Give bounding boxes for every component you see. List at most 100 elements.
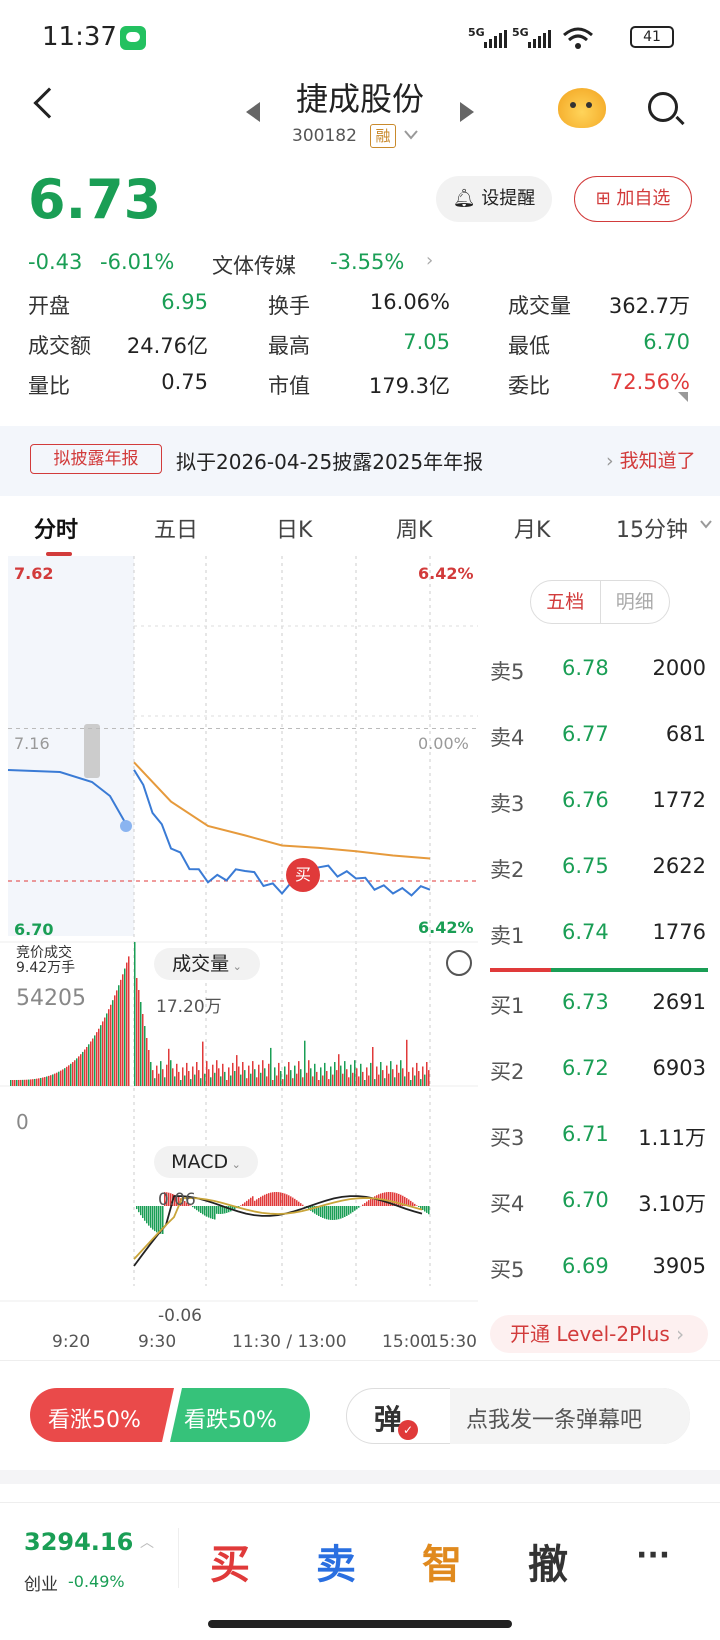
- volume-bar: [228, 1067, 230, 1086]
- sector-pct[interactable]: -3.55%: [330, 250, 405, 274]
- macd-bar: [336, 1206, 338, 1220]
- volume-bar: [312, 1076, 314, 1086]
- macd-bar: [262, 1195, 264, 1206]
- volume-selector[interactable]: 成交量 ⌄: [154, 948, 260, 980]
- expand-corner-icon[interactable]: [678, 392, 688, 402]
- auction-area: [8, 556, 134, 936]
- mascot-icon[interactable]: [558, 88, 606, 128]
- auction-volume-bar: [74, 1060, 76, 1086]
- tab-details[interactable]: 明细: [599, 581, 670, 623]
- average-price-line: [133, 761, 431, 860]
- chevron-up-icon[interactable]: ︿: [140, 1535, 154, 1551]
- macd-bar: [316, 1206, 318, 1215]
- danmu-placeholder[interactable]: 点我发一条弹幕吧: [466, 1408, 643, 1433]
- danmu-icon[interactable]: 弹: [374, 1403, 403, 1436]
- collapse-auction-handle[interactable]: [84, 724, 100, 778]
- orderbook-bids-price[interactable]: 6.69: [562, 1254, 609, 1278]
- macd-bar: [418, 1206, 420, 1207]
- next-stock-icon[interactable]: [460, 102, 474, 122]
- volume-bar: [302, 1077, 304, 1086]
- volume-bar: [232, 1062, 234, 1086]
- auction-volume-bar: [108, 1009, 110, 1086]
- bullish-segment[interactable]: [30, 1388, 174, 1442]
- search-icon[interactable]: [648, 92, 678, 122]
- volume-bar: [288, 1062, 290, 1086]
- orderbook-bids-price[interactable]: 6.70: [562, 1188, 609, 1212]
- bearish-label[interactable]: 看跌50%: [184, 1408, 277, 1433]
- bearish-segment[interactable]: [170, 1388, 310, 1442]
- volume-bar: [188, 1071, 190, 1086]
- macd-bar: [250, 1197, 252, 1206]
- orderbook-asks-price[interactable]: 6.77: [562, 722, 609, 746]
- orderbook-asks-price[interactable]: 6.75: [562, 854, 609, 878]
- volume-bar: [184, 1075, 186, 1086]
- settings-icon[interactable]: [446, 950, 472, 976]
- index-pct: -0.49%: [68, 1572, 125, 1591]
- macd-axis-top: 0.06: [158, 1190, 196, 1210]
- signal-icon: [484, 30, 507, 48]
- buy-marker[interactable]: 买: [286, 858, 320, 892]
- volume-bar: [214, 1072, 216, 1086]
- volume-bar: [414, 1075, 416, 1086]
- sector-name[interactable]: 文体传媒: [212, 254, 296, 278]
- level2-upgrade-button[interactable]: 开通 Level-2Plus ›: [490, 1315, 708, 1353]
- orderbook-bids-price[interactable]: 6.73: [562, 990, 609, 1014]
- add-watchlist-button[interactable]: ⊞ 加自选: [574, 176, 692, 222]
- volume-bar: [292, 1078, 294, 1086]
- macd-selector[interactable]: MACD ⌄: [154, 1146, 258, 1178]
- macd-bar: [226, 1206, 228, 1213]
- orderbook-bids-price[interactable]: 6.71: [562, 1122, 609, 1146]
- stat-value: 179.3亿: [368, 374, 450, 398]
- macd-bar: [170, 1193, 172, 1206]
- chevron-right-icon[interactable]: ›: [426, 250, 434, 271]
- tab-0[interactable]: 分时: [34, 518, 79, 543]
- orderbook-asks-price[interactable]: 6.76: [562, 788, 609, 812]
- tab-2[interactable]: 日K: [276, 518, 313, 543]
- auction-volume-bar: [14, 1079, 16, 1086]
- tab-4[interactable]: 月K: [514, 518, 551, 543]
- time-tick: 11:30 / 13:00: [232, 1332, 347, 1352]
- bullish-label[interactable]: 看涨50%: [48, 1408, 141, 1433]
- orderbook-bids-qty: 3.10万: [638, 1192, 706, 1216]
- orderbook-asks-qty: 681: [665, 722, 706, 746]
- macd-bar: [198, 1206, 200, 1212]
- orderbook-bids-qty: 3905: [652, 1254, 706, 1278]
- auction-volume-bar: [36, 1078, 38, 1086]
- more-button[interactable]: ···: [636, 1538, 671, 1573]
- buy-button[interactable]: 买: [210, 1542, 250, 1588]
- set-reminder-button[interactable]: 🔔︎ 设提醒: [436, 176, 552, 222]
- macd-bar: [200, 1206, 202, 1214]
- notice-bar: [0, 426, 720, 496]
- prev-stock-icon[interactable]: [246, 102, 260, 122]
- volume-tab-label: 成交量: [172, 953, 230, 975]
- volume-bar: [400, 1060, 402, 1086]
- orderbook-asks-label: 卖3: [490, 792, 525, 816]
- chevron-down-icon[interactable]: [404, 130, 418, 140]
- macd-bar: [350, 1206, 352, 1214]
- smart-button[interactable]: 智: [422, 1542, 462, 1588]
- tab-1[interactable]: 五日: [154, 518, 199, 543]
- chevron-down-icon[interactable]: [700, 520, 712, 529]
- stat-value: 6.70: [643, 330, 690, 354]
- orderbook-asks-price[interactable]: 6.78: [562, 656, 609, 680]
- dismiss-notice-button[interactable]: › 我知道了: [606, 446, 696, 473]
- margin-badge: 融: [370, 124, 396, 148]
- intraday-chart[interactable]: [0, 556, 478, 1346]
- tab-5[interactable]: 15分钟: [616, 518, 688, 543]
- tab-five-levels[interactable]: 五档: [546, 591, 585, 613]
- volume-bar: [258, 1064, 260, 1086]
- orderbook-bids-price[interactable]: 6.72: [562, 1056, 609, 1080]
- auction-volume-bar: [16, 1079, 18, 1086]
- auction-volume-bar: [94, 1035, 96, 1086]
- macd-bar: [244, 1202, 246, 1206]
- auction-volume-bar: [48, 1075, 50, 1086]
- tab-3[interactable]: 周K: [396, 518, 433, 543]
- sell-button[interactable]: 卖: [316, 1542, 356, 1588]
- volume-bar: [374, 1079, 376, 1086]
- check-icon: ✓: [398, 1420, 418, 1440]
- volume-bar: [394, 1077, 396, 1086]
- index-value[interactable]: 3294.16: [24, 1528, 134, 1556]
- volume-bar: [182, 1067, 184, 1086]
- orderbook-asks-price[interactable]: 6.74: [562, 920, 609, 944]
- cancel-order-button[interactable]: 撤: [528, 1542, 568, 1588]
